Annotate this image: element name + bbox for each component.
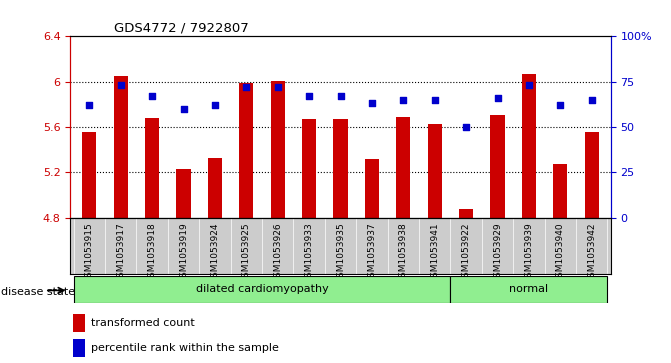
- Bar: [240, 83, 254, 218]
- Text: GSM1053937: GSM1053937: [368, 222, 376, 283]
- Text: disease state: disease state: [1, 287, 75, 297]
- FancyBboxPatch shape: [450, 276, 607, 303]
- Point: [461, 124, 472, 130]
- Bar: [459, 209, 473, 218]
- Bar: [397, 117, 411, 218]
- Text: GSM1053915: GSM1053915: [85, 222, 94, 283]
- Text: dilated cardiomyopathy: dilated cardiomyopathy: [196, 285, 328, 294]
- Text: GSM1053922: GSM1053922: [462, 222, 470, 283]
- Text: GSM1053924: GSM1053924: [211, 222, 219, 283]
- Text: GSM1053925: GSM1053925: [242, 222, 251, 283]
- Bar: [522, 74, 536, 218]
- Point: [586, 97, 597, 103]
- Text: GSM1053929: GSM1053929: [493, 222, 502, 283]
- Text: GSM1053926: GSM1053926: [273, 222, 282, 283]
- Point: [178, 106, 189, 112]
- Text: GSM1053917: GSM1053917: [116, 222, 125, 283]
- Text: GSM1053938: GSM1053938: [399, 222, 408, 283]
- Point: [429, 97, 440, 103]
- Bar: [113, 76, 127, 218]
- Point: [115, 82, 126, 88]
- Point: [241, 84, 252, 90]
- Text: percentile rank within the sample: percentile rank within the sample: [91, 343, 279, 353]
- Text: GSM1053933: GSM1053933: [305, 222, 313, 283]
- Point: [555, 102, 566, 108]
- FancyBboxPatch shape: [74, 276, 450, 303]
- Text: GDS4772 / 7922807: GDS4772 / 7922807: [114, 22, 249, 35]
- Bar: [145, 118, 159, 218]
- Point: [304, 93, 315, 99]
- Point: [147, 93, 158, 99]
- Bar: [73, 314, 85, 332]
- Point: [523, 82, 534, 88]
- Text: GSM1053919: GSM1053919: [179, 222, 188, 283]
- Text: GSM1053939: GSM1053939: [525, 222, 533, 283]
- Text: normal: normal: [509, 285, 548, 294]
- Text: GSM1053918: GSM1053918: [148, 222, 156, 283]
- Text: GSM1053935: GSM1053935: [336, 222, 345, 283]
- Point: [366, 101, 377, 106]
- Bar: [83, 132, 97, 218]
- Bar: [554, 164, 568, 218]
- Bar: [208, 158, 222, 218]
- Text: GSM1053941: GSM1053941: [430, 222, 440, 283]
- Bar: [365, 159, 379, 218]
- Point: [84, 102, 95, 108]
- Bar: [491, 115, 505, 218]
- Bar: [73, 339, 85, 357]
- Point: [398, 97, 409, 103]
- Bar: [333, 119, 348, 218]
- Point: [493, 95, 503, 101]
- Bar: [302, 119, 316, 218]
- Point: [209, 102, 220, 108]
- Bar: [427, 124, 442, 218]
- Text: GSM1053940: GSM1053940: [556, 222, 565, 283]
- Point: [272, 84, 283, 90]
- Bar: [176, 169, 191, 218]
- Text: transformed count: transformed count: [91, 318, 195, 328]
- Bar: [270, 81, 285, 218]
- Point: [335, 93, 346, 99]
- Bar: [584, 132, 599, 218]
- Text: GSM1053942: GSM1053942: [587, 222, 597, 283]
